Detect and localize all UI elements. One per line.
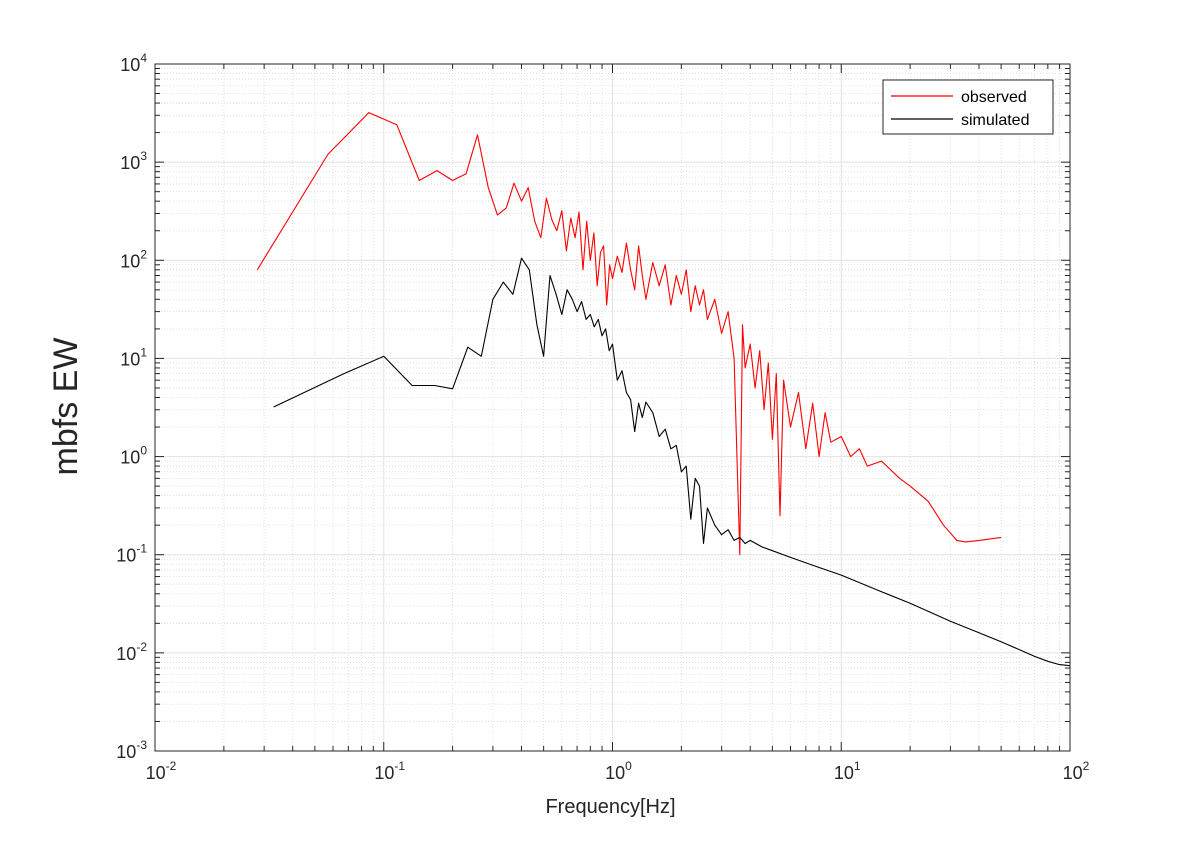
y-tick-label: 10-2 — [116, 640, 147, 664]
legend-label-simulated: simulated — [961, 112, 1029, 129]
axis-ticks — [154, 63, 1071, 752]
y-tick-label: 10-3 — [116, 738, 147, 762]
series-line-simulated — [273, 257, 1071, 667]
series-line-observed — [256, 112, 1002, 556]
x-tick-label: 102 — [1063, 759, 1090, 783]
y-tick-label: 100 — [120, 444, 147, 468]
legend: observed simulated — [882, 79, 1054, 135]
x-tick-label: 100 — [605, 759, 632, 783]
y-tick-label: 10-1 — [116, 542, 147, 566]
y-axis-label: mbfs EW — [47, 338, 85, 476]
y-tick-label: 102 — [120, 247, 147, 271]
x-tick-label: 10-2 — [146, 759, 177, 783]
legend-label-observed: observed — [961, 89, 1027, 106]
x-axis-label: Frequency[Hz] — [545, 796, 675, 818]
x-tick-labels: 10-2 10-1 100 101 102 — [146, 759, 1090, 783]
major-grid — [155, 64, 1070, 751]
y-tick-labels: 10-3 10-2 10-1 100 101 102 103 104 — [116, 51, 147, 762]
x-tick-label: 101 — [834, 759, 861, 783]
x-tick-label: 10-1 — [374, 759, 405, 783]
y-tick-label: 103 — [120, 149, 147, 173]
y-tick-label: 101 — [120, 345, 147, 369]
legend-box — [882, 79, 1054, 135]
y-tick-label: 104 — [120, 51, 147, 75]
series-layer — [256, 112, 1071, 667]
